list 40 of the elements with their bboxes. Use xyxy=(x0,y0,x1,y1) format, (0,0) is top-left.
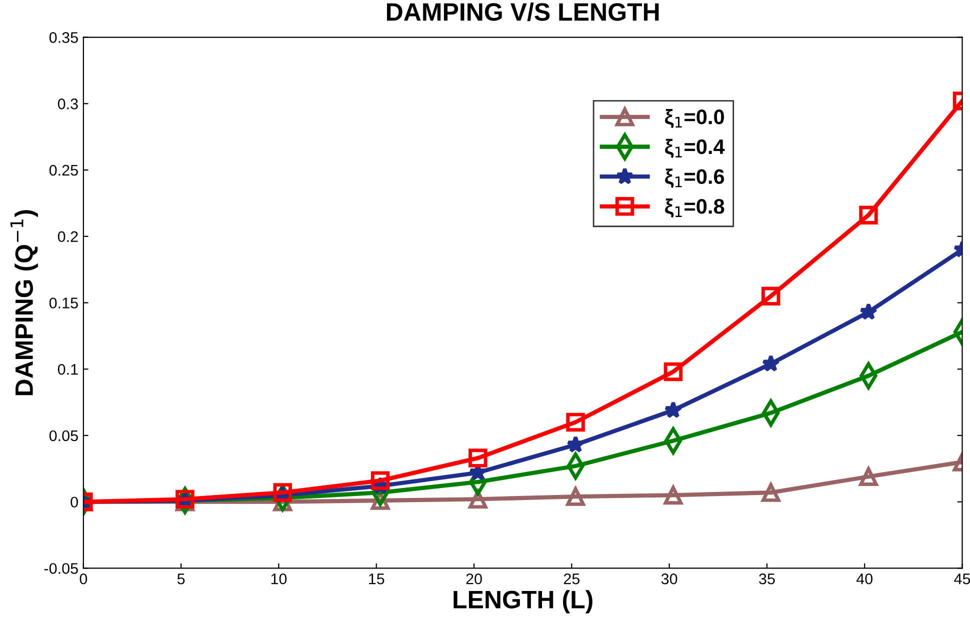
y-tick-label: 0.1 xyxy=(58,364,78,375)
x-tick-label: 5 xyxy=(177,574,185,584)
x-tick-label: 10 xyxy=(271,573,287,584)
y-tick-label: 0.15 xyxy=(49,298,78,308)
point xyxy=(761,286,780,306)
x-tick-label: 45 xyxy=(954,574,970,584)
y-tick-label: 0.2 xyxy=(58,231,78,242)
x-axis-title: LENGTH (L) xyxy=(454,590,592,614)
point xyxy=(761,483,780,502)
y-tick-label: -0.05 xyxy=(44,563,78,574)
y-axis-title: DAMPING (Q$^{−1}$) xyxy=(10,210,38,396)
legend-label: ξ$_{1}$=0.8 xyxy=(665,198,724,218)
x-tick-label: 25 xyxy=(564,573,580,584)
x-tick-label: 30 xyxy=(661,573,678,584)
point xyxy=(859,467,878,486)
point xyxy=(859,206,878,225)
x-tick-label: 15 xyxy=(369,574,384,584)
legend-label: ξ$_{1}$=0.0 xyxy=(665,108,724,128)
point xyxy=(566,487,585,506)
x-tick-label: 40 xyxy=(856,573,872,584)
point xyxy=(664,486,683,505)
y-tick-label: 0.05 xyxy=(49,430,78,442)
point xyxy=(566,412,585,432)
point xyxy=(468,448,488,468)
y-tick-label: 0.35 xyxy=(49,32,78,43)
point xyxy=(370,471,390,490)
chart-title: DAMPING V/S LENGTH xyxy=(386,2,659,22)
y-tick-label: 0.3 xyxy=(58,98,78,110)
point xyxy=(762,354,780,372)
point xyxy=(860,302,878,320)
x-tick-label: 20 xyxy=(466,573,482,584)
legend-label: ξ$_{1}$=0.6 xyxy=(665,168,724,188)
point xyxy=(566,435,585,453)
y-tick-label: 0 xyxy=(70,496,78,508)
point xyxy=(664,362,683,382)
x-tick-label: 0 xyxy=(80,573,88,584)
y-tick-label: 0.25 xyxy=(49,164,78,176)
x-tick-label: 35 xyxy=(759,573,775,584)
point xyxy=(664,400,682,418)
legend-label: ξ$_{1}$=0.4 xyxy=(665,138,725,158)
